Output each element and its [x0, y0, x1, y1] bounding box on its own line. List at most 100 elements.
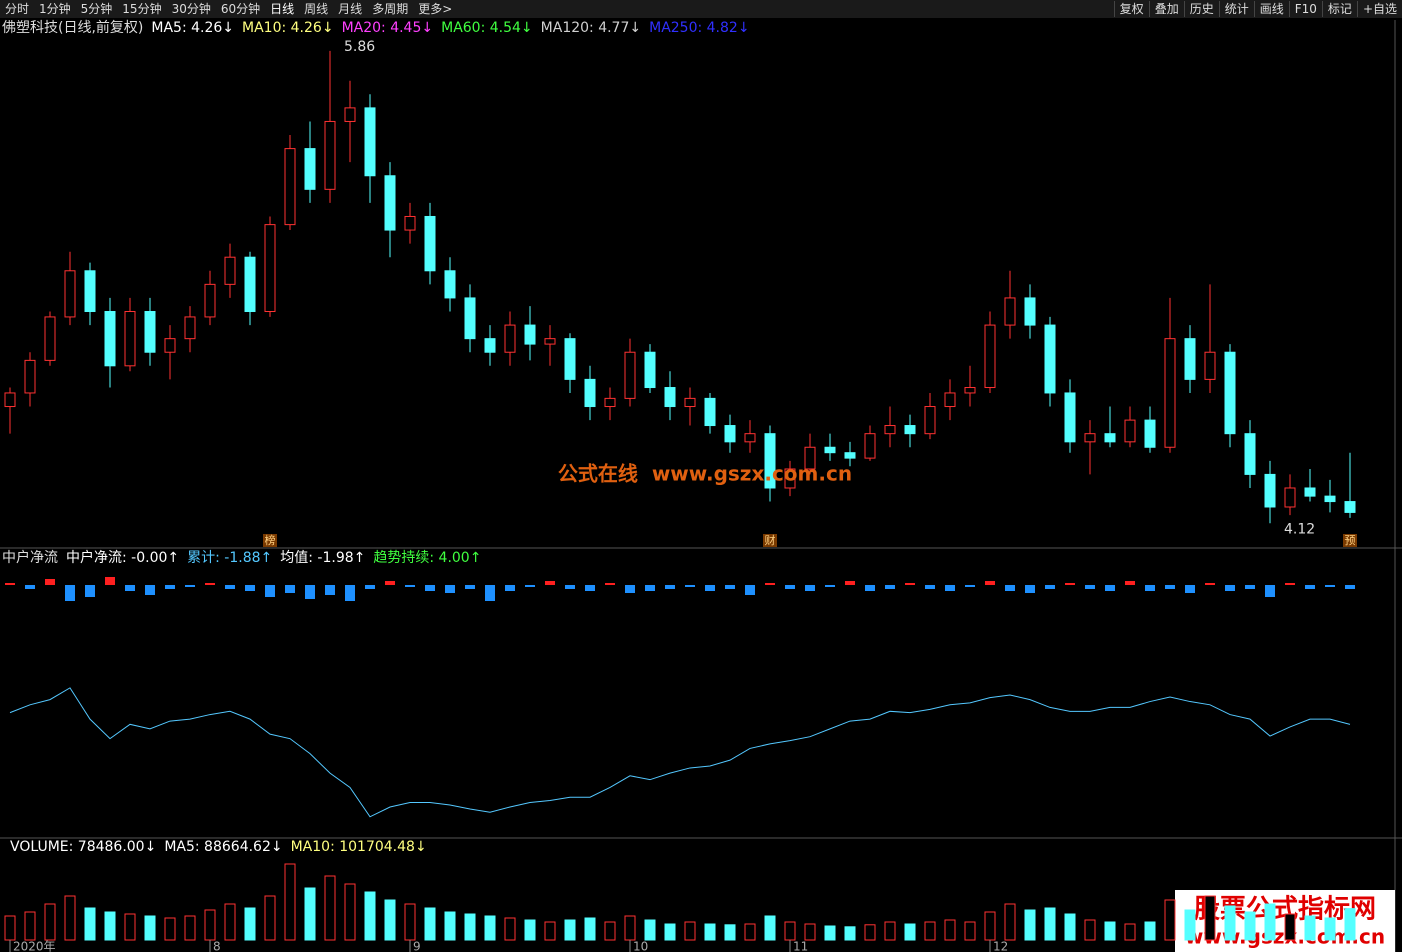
- volume-bar: [184, 915, 196, 941]
- candle-body: [304, 148, 316, 190]
- flow-bar: [25, 585, 35, 589]
- candle-body: [384, 175, 396, 231]
- toolbar-button[interactable]: 60分钟: [220, 2, 261, 16]
- volume-bar: [984, 911, 996, 941]
- toolbar-button[interactable]: F10: [1288, 1, 1322, 17]
- flow-bar: [645, 585, 655, 591]
- volume-bar: [584, 917, 596, 941]
- flow-bar: [125, 585, 135, 591]
- flow-bar: [1045, 585, 1055, 589]
- volume-bar: [124, 913, 136, 941]
- flow-bar: [1145, 585, 1155, 591]
- candle-body: [284, 148, 296, 226]
- volume-bar: [864, 924, 876, 941]
- volume-bar: [704, 923, 716, 941]
- volume-bar: [404, 903, 416, 941]
- volume-bar: [304, 887, 316, 941]
- candle-body: [124, 311, 136, 367]
- toolbar-button[interactable]: 历史: [1183, 1, 1219, 17]
- indicator-value: MA5: 88664.62↓: [164, 839, 282, 855]
- flow-bar: [405, 585, 415, 587]
- flow-bar: [1205, 583, 1215, 585]
- toolbar-button[interactable]: 分时: [5, 2, 30, 16]
- candle-body: [264, 224, 276, 313]
- toolbar-button[interactable]: 1分钟: [39, 2, 71, 16]
- flow-bar: [605, 583, 615, 585]
- candle-body: [324, 120, 336, 190]
- candle-body: [484, 338, 496, 353]
- volume-bar: [784, 921, 796, 941]
- flow-bar: [845, 581, 855, 585]
- volume-bar: [644, 919, 656, 941]
- volume-bar: [224, 903, 236, 941]
- toolbar-button[interactable]: 日线: [270, 2, 295, 16]
- panel-title: 中户净流: [2, 549, 58, 566]
- volume-bar: [744, 923, 756, 941]
- toolbar-button[interactable]: 叠加: [1148, 1, 1184, 17]
- candle-body: [104, 311, 116, 367]
- flow-bar: [545, 581, 555, 585]
- toolbar-button[interactable]: 多周期: [372, 2, 409, 16]
- candle-body: [624, 351, 636, 399]
- candle-body: [44, 316, 56, 361]
- candle-body: [1204, 351, 1216, 380]
- candle-body: [404, 215, 416, 231]
- flow-bar: [445, 585, 455, 593]
- candle-body: [1104, 433, 1116, 443]
- volume-bar: [604, 921, 616, 941]
- toolbar-button[interactable]: 周线: [304, 2, 329, 16]
- candle-body: [1184, 338, 1196, 380]
- flow-bar: [85, 585, 95, 597]
- flow-bar: [245, 585, 255, 591]
- event-marker-box: [1343, 534, 1357, 547]
- volume-bar: [104, 911, 116, 941]
- flow-bar: [705, 585, 715, 591]
- toolbar-button[interactable]: 统计: [1218, 1, 1254, 17]
- candle-body: [1164, 338, 1176, 448]
- toolbar-button[interactable]: 画线: [1253, 1, 1289, 17]
- candle-body: [804, 446, 816, 470]
- toolbar-button[interactable]: 5分钟: [80, 2, 113, 16]
- volume-bar: [424, 907, 436, 941]
- watermark: 公式在线 www.gszx.com.cn: [558, 462, 852, 486]
- candle-body: [164, 338, 176, 353]
- volume-bar: [1224, 905, 1236, 941]
- candle-body: [904, 425, 916, 435]
- candle-body: [784, 468, 796, 489]
- flow-bar: [565, 585, 575, 589]
- indicator-value: 中户净流: -0.00↑: [66, 549, 179, 566]
- toolbar-button[interactable]: 更多>: [418, 2, 453, 16]
- volume-bar: [384, 899, 396, 941]
- candle-body: [1124, 419, 1136, 443]
- toolbar-button[interactable]: 标记: [1321, 1, 1357, 17]
- toolbar-button[interactable]: +自选: [1356, 1, 1402, 17]
- flow-bar: [985, 581, 995, 585]
- flow-bar: [765, 583, 775, 585]
- volume-bar: [1264, 903, 1276, 941]
- flow-bar: [225, 585, 235, 589]
- toolbar-button[interactable]: 15分钟: [122, 2, 162, 16]
- flow-bar: [205, 583, 215, 585]
- event-marker: 预: [1345, 534, 1356, 547]
- volume-bar: [24, 911, 36, 941]
- price-annotation: 5.86: [344, 39, 375, 55]
- indicator-value: 均值: -1.98↑: [280, 550, 365, 566]
- candle-body: [684, 397, 696, 408]
- volume-bar: [544, 921, 556, 941]
- flow-bar: [385, 581, 395, 585]
- volume-bar: [344, 883, 356, 941]
- candle-body: [844, 452, 856, 459]
- toolbar-button[interactable]: 30分钟: [171, 2, 211, 16]
- volume-bar: [1064, 913, 1076, 941]
- flow-bar: [285, 585, 295, 593]
- flow-bar: [525, 585, 535, 587]
- volume-bar: [1344, 908, 1356, 941]
- indicator-value: MA10: 101704.48↓: [291, 839, 427, 855]
- flow-bar: [685, 585, 695, 587]
- volume-bar: [364, 891, 376, 941]
- toolbar-button[interactable]: 复权: [1113, 1, 1149, 17]
- flow-bar: [1005, 585, 1015, 591]
- toolbar-button[interactable]: 月线: [338, 2, 363, 16]
- indicator-value: 累计: -1.88↑: [187, 550, 272, 566]
